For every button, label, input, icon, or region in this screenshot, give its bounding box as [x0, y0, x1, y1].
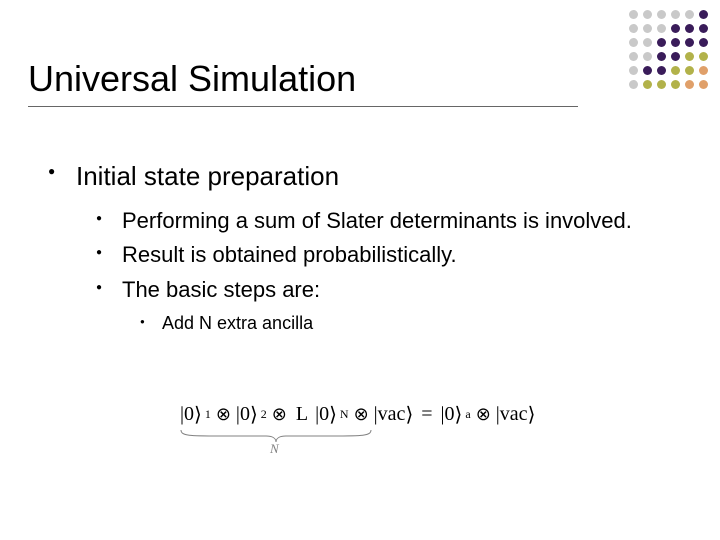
ket-zero-label: 0: [319, 403, 329, 426]
ket-zero: 0: [315, 402, 337, 427]
decoration-dot: [629, 52, 638, 61]
bullet-lvl2: The basic steps are: Add N extra ancilla: [96, 276, 668, 336]
decoration-dot: [657, 24, 666, 33]
ket-zero-label: 0: [445, 403, 455, 426]
decoration-dot: [685, 52, 694, 61]
bullet-lvl1: Initial state preparation Performing a s…: [48, 160, 668, 336]
decoration-dot: [671, 80, 680, 89]
equals-sign: =: [415, 403, 438, 426]
decoration-dot: [671, 38, 680, 47]
decoration-dot: [671, 66, 680, 75]
tensor-icon: ⊗: [269, 404, 290, 425]
ket-vac: vac: [496, 402, 536, 427]
title-underline: [28, 106, 578, 107]
decoration-dot: [657, 38, 666, 47]
decoration-dot: [629, 80, 638, 89]
decoration-dot: [685, 38, 694, 47]
ket-zero: 0: [236, 402, 258, 427]
bullet-lvl1-text: Initial state preparation: [76, 161, 339, 191]
underbrace-label: N: [270, 441, 279, 457]
decoration-dot: [657, 80, 666, 89]
ellipsis: L: [292, 403, 313, 426]
decoration-dot: [699, 10, 708, 19]
ket-zero: 0: [441, 402, 463, 427]
decoration-dot: [685, 66, 694, 75]
decoration-dot: [643, 38, 652, 47]
equation-line: 01 ⊗ 02 ⊗ L 0N ⊗ vac = 0a ⊗ vac: [180, 402, 580, 427]
ket-subscript: N: [339, 407, 349, 422]
decoration-dot: [685, 80, 694, 89]
decoration-dot: [629, 10, 638, 19]
bullet-lvl2-text: Performing a sum of Slater determinants …: [122, 208, 632, 233]
ket-subscript: a: [464, 407, 470, 422]
decoration-dot: [657, 10, 666, 19]
slide-title: Universal Simulation: [28, 58, 568, 100]
decoration-dot: [643, 52, 652, 61]
ket-vac: vac: [374, 402, 414, 427]
decoration-dot: [699, 24, 708, 33]
decoration-dot: [699, 66, 708, 75]
bullet-lvl2-text: The basic steps are:: [122, 277, 320, 302]
dot-row: [629, 38, 708, 47]
decoration-dot: [643, 24, 652, 33]
decoration-dot: [629, 66, 638, 75]
decoration-dot: [671, 52, 680, 61]
decoration-dot: [685, 10, 694, 19]
decoration-dot: [685, 24, 694, 33]
bullet-lvl3-text: Add N extra ancilla: [162, 313, 313, 333]
decoration-dot: [671, 10, 680, 19]
ket-vac-label: vac: [500, 403, 528, 426]
ket-subscript: 1: [204, 407, 211, 422]
decoration-dot: [629, 24, 638, 33]
bullet-lvl3: Add N extra ancilla: [140, 312, 668, 335]
tensor-icon: ⊗: [351, 404, 372, 425]
bullet-lvl2: Result is obtained probabilistically.: [96, 241, 668, 270]
dot-row: [629, 24, 708, 33]
ket-subscript: 2: [260, 407, 267, 422]
decoration-dot: [643, 80, 652, 89]
tensor-icon: ⊗: [473, 404, 494, 425]
decoration-dot: [629, 38, 638, 47]
decoration-dot: [657, 52, 666, 61]
decoration-dot: [657, 66, 666, 75]
dot-row: [629, 66, 708, 75]
corner-decoration: [629, 10, 708, 89]
decoration-dot: [699, 38, 708, 47]
dot-row: [629, 10, 708, 19]
bullet-lvl2: Performing a sum of Slater determinants …: [96, 207, 668, 236]
ket-zero: 0: [180, 402, 202, 427]
decoration-dot: [699, 52, 708, 61]
ket-vac-label: vac: [378, 403, 406, 426]
dot-row: [629, 80, 708, 89]
slide-body: Initial state preparation Performing a s…: [48, 160, 668, 350]
slide: Universal Simulation Initial state prepa…: [0, 0, 720, 540]
title-block: Universal Simulation: [28, 58, 568, 107]
decoration-dot: [643, 10, 652, 19]
decoration-dot: [643, 66, 652, 75]
equation-block: 01 ⊗ 02 ⊗ L 0N ⊗ vac = 0a ⊗ vac N: [180, 402, 580, 457]
ket-zero-label: 0: [240, 403, 250, 426]
tensor-icon: ⊗: [213, 404, 234, 425]
decoration-dot: [699, 80, 708, 89]
ket-zero-label: 0: [184, 403, 194, 426]
underbrace-wrap: N: [180, 429, 580, 457]
dot-row: [629, 52, 708, 61]
bullet-lvl2-text: Result is obtained probabilistically.: [122, 242, 457, 267]
decoration-dot: [671, 24, 680, 33]
